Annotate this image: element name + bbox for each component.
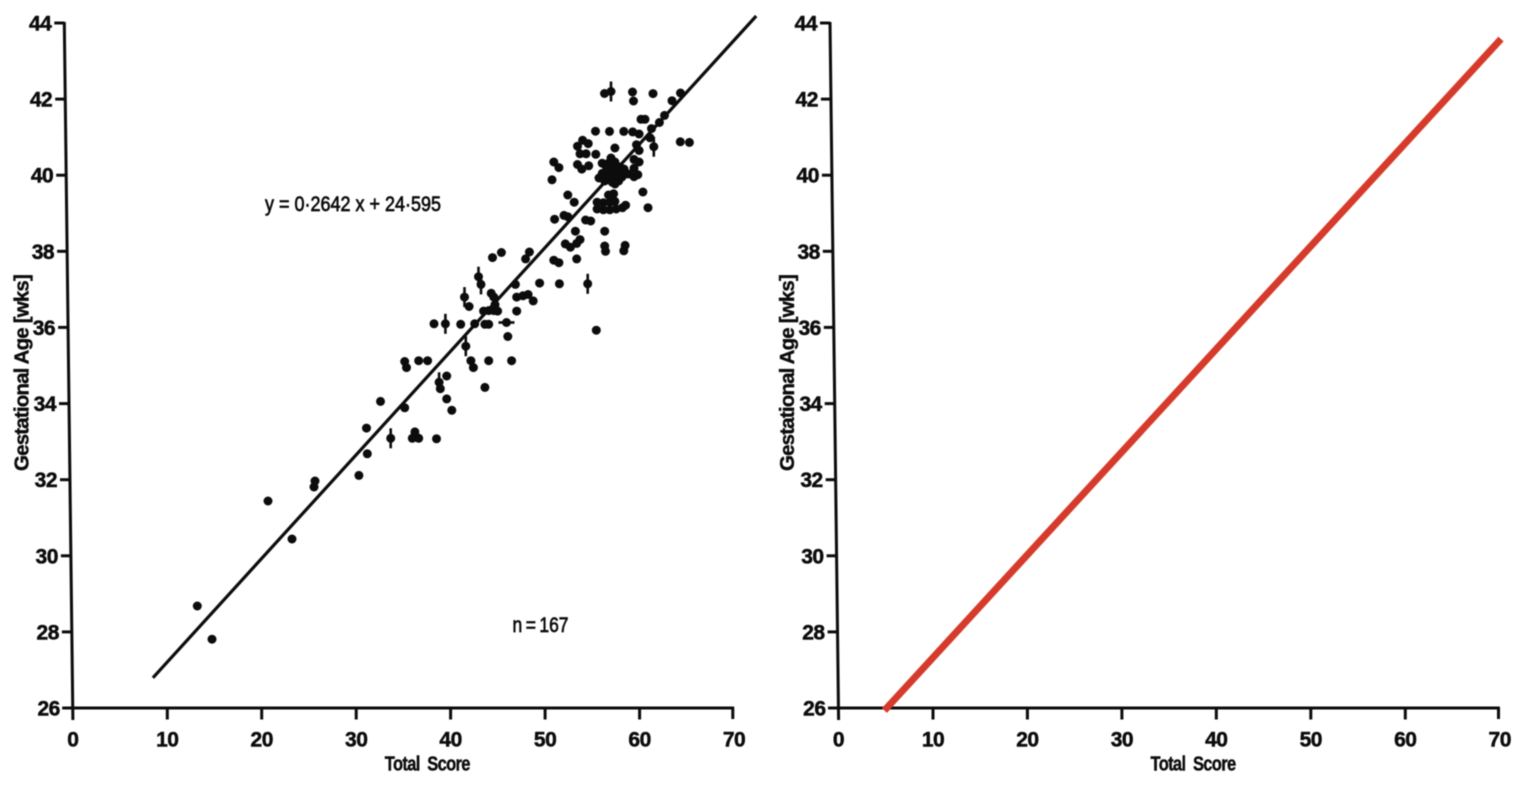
svg-text:20: 20 (1016, 729, 1038, 752)
svg-text:Total Score: Total Score (385, 754, 471, 776)
svg-text:0: 0 (67, 729, 78, 752)
svg-text:10: 10 (922, 729, 944, 752)
svg-text:44: 44 (29, 13, 52, 36)
svg-text:32: 32 (800, 469, 822, 492)
svg-text:30: 30 (1111, 729, 1133, 752)
svg-text:30: 30 (36, 545, 58, 568)
svg-text:42: 42 (796, 89, 818, 112)
svg-text:42: 42 (30, 89, 52, 112)
svg-text:40: 40 (1205, 729, 1227, 752)
svg-text:60: 60 (628, 729, 650, 752)
svg-text:50: 50 (534, 729, 556, 752)
svg-text:40: 40 (31, 165, 53, 188)
svg-text:36: 36 (798, 317, 820, 340)
svg-text:26: 26 (37, 698, 59, 721)
svg-text:34: 34 (799, 393, 822, 416)
svg-text:36: 36 (33, 317, 55, 340)
svg-text:Gestational Age [wks]: Gestational Age [wks] (11, 275, 33, 471)
svg-text:32: 32 (35, 469, 57, 492)
svg-text:28: 28 (802, 621, 825, 644)
svg-text:26: 26 (803, 698, 825, 721)
svg-text:Gestational Age [wks]: Gestational Age [wks] (777, 275, 799, 471)
svg-text:70: 70 (1489, 729, 1511, 752)
svg-text:38: 38 (32, 241, 55, 264)
svg-text:Total Score: Total Score (1151, 754, 1237, 776)
svg-text:60: 60 (1394, 729, 1416, 752)
svg-text:38: 38 (797, 241, 820, 264)
svg-text:0: 0 (833, 729, 844, 752)
svg-text:40: 40 (439, 729, 461, 752)
svg-text:n = 167: n = 167 (513, 614, 569, 637)
svg-text:40: 40 (797, 165, 819, 188)
svg-text:y = 0·2642 x + 24·595: y = 0·2642 x + 24·595 (265, 193, 441, 216)
svg-text:70: 70 (723, 729, 745, 752)
svg-text:10: 10 (156, 729, 178, 752)
svg-text:50: 50 (1300, 729, 1322, 752)
svg-text:34: 34 (34, 393, 57, 416)
svg-text:30: 30 (801, 545, 823, 568)
svg-text:30: 30 (345, 729, 367, 752)
svg-text:44: 44 (795, 13, 818, 36)
svg-text:28: 28 (37, 621, 60, 644)
svg-text:20: 20 (251, 729, 273, 752)
